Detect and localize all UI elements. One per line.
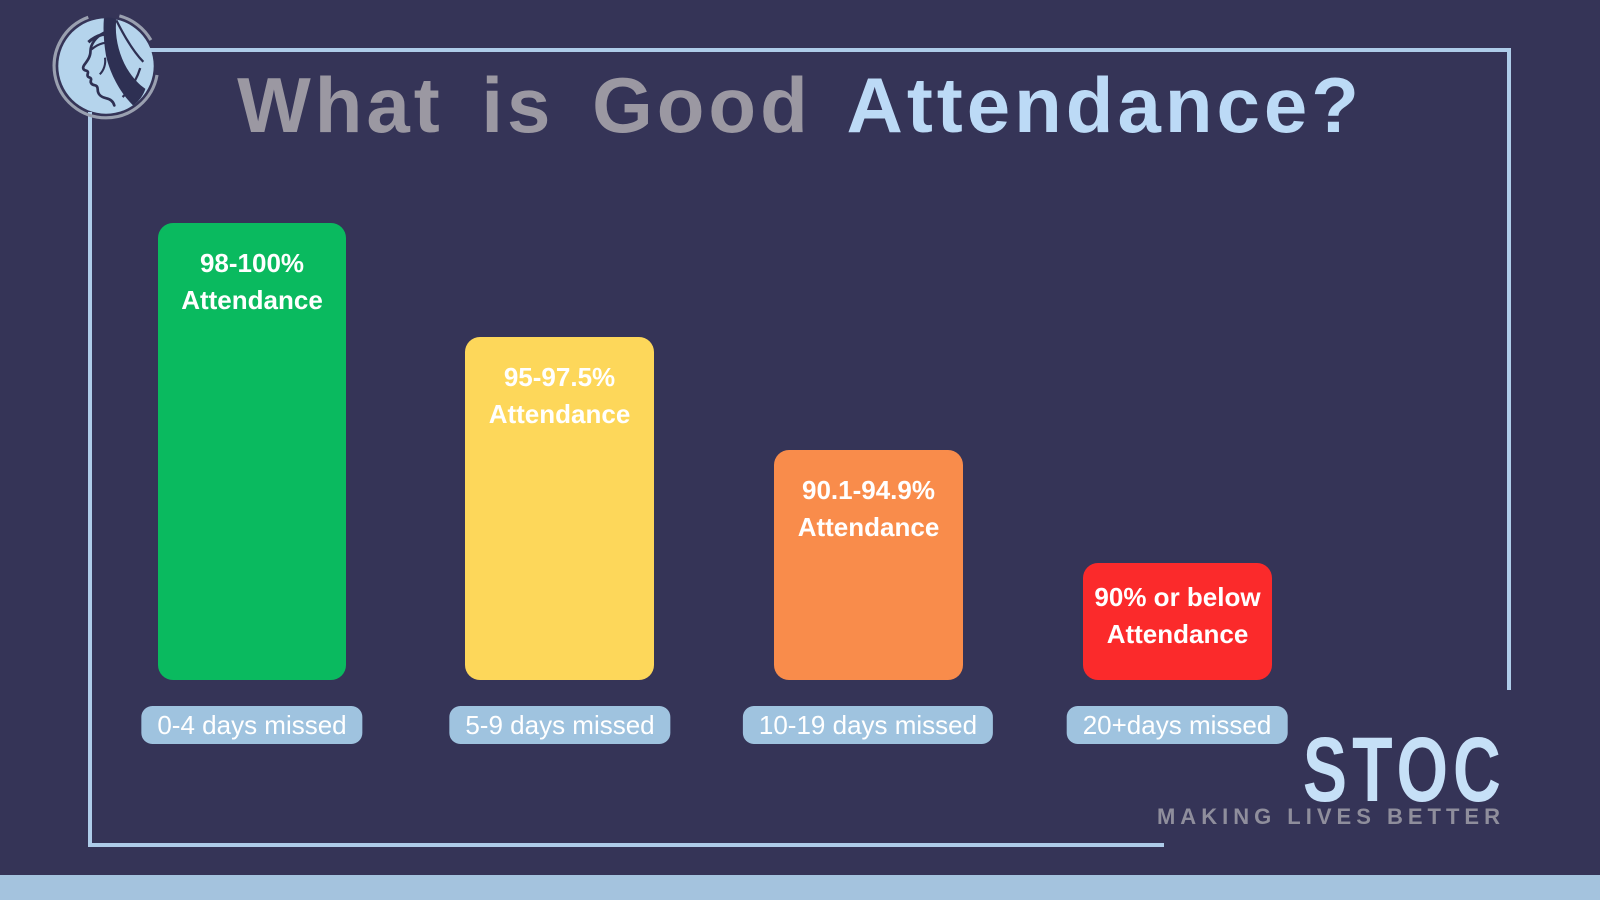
brand-tagline: MAKING LIVES BETTER bbox=[1156, 804, 1505, 829]
woman-profile-icon bbox=[52, 14, 159, 120]
title-blue-part: Attendance? bbox=[846, 61, 1363, 149]
attendance-bar-90-94: 90.1-94.9% Attendance bbox=[774, 450, 963, 680]
bar-range-label: 98-100% bbox=[199, 248, 305, 278]
days-missed-label-0-4: 0-4 days missed bbox=[141, 706, 363, 744]
attendance-bar-95-97: 95-97.5% Attendance bbox=[465, 337, 654, 680]
title-gray-part: What is Good bbox=[237, 61, 812, 149]
days-missed-label-20plus: 20+days missed bbox=[1066, 706, 1288, 744]
bar-range-label: 95-97.5% bbox=[503, 362, 616, 392]
frame-border-right bbox=[1507, 48, 1511, 690]
bar-range-label: 90.1-94.9% bbox=[802, 475, 935, 505]
bar-word-label: Attendance bbox=[1106, 619, 1249, 649]
frame-border-top bbox=[148, 48, 1510, 52]
page-title: What is Good Attendance? bbox=[0, 66, 1600, 144]
bar-range-label: 90% or below bbox=[1094, 582, 1261, 612]
brand-wordmark: STOC bbox=[1303, 719, 1506, 821]
frame-border-bottom bbox=[88, 843, 1164, 847]
bar-word-label: Attendance bbox=[797, 512, 940, 542]
bar-word-label: Attendance bbox=[181, 285, 323, 315]
days-missed-label-5-9: 5-9 days missed bbox=[449, 706, 671, 744]
days-missed-label-10-19: 10-19 days missed bbox=[742, 706, 994, 744]
bar-word-label: Attendance bbox=[488, 399, 631, 429]
attendance-bar-98-100: 98-100% Attendance bbox=[158, 223, 346, 680]
attendance-bar-below-90: 90% or below Attendance bbox=[1083, 563, 1272, 680]
brand-logo bbox=[50, 10, 162, 122]
bottom-strip bbox=[0, 875, 1600, 900]
frame-border-left bbox=[88, 112, 92, 845]
